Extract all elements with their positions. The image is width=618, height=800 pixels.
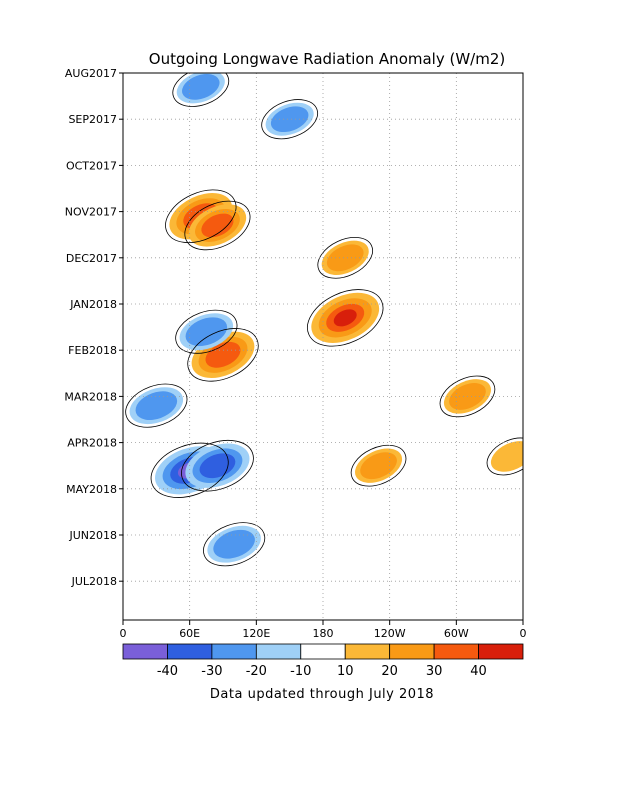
colorbar-label: 10 — [337, 664, 354, 679]
contour-line — [187, 328, 259, 382]
y-tick-label: JUL2018 — [71, 575, 117, 588]
x-tick-label: 0 — [520, 627, 527, 640]
contour-line — [184, 200, 251, 251]
x-tick-label: 180 — [313, 627, 334, 640]
contour-line — [172, 73, 230, 107]
y-tick-label: JUN2018 — [68, 529, 117, 542]
colorbar-swatch — [300, 643, 346, 660]
contour-line — [261, 99, 319, 140]
y-tick-label: OCT2017 — [66, 159, 117, 172]
colorbar-swatch — [433, 643, 479, 660]
y-tick-label: SEP2017 — [68, 113, 117, 126]
y-tick-label: NOV2017 — [65, 206, 117, 219]
colorbar-label: -10 — [290, 664, 311, 679]
anomaly-region — [182, 74, 220, 100]
contour-line — [125, 383, 188, 428]
colorbar-label: 30 — [426, 664, 443, 679]
colorbar-label: -20 — [246, 664, 267, 679]
y-axis: AUG2017 SEP2017 OCT2017 NOV2017 DEC2017 JAN20… — [64, 67, 123, 588]
chart-title: Outgoing Longwave Radiation Anomaly (W/m… — [149, 50, 505, 68]
contour-line — [307, 289, 384, 347]
colorbar-swatch — [167, 643, 213, 660]
contour-line — [486, 437, 523, 476]
y-tick-label: DEC2017 — [66, 252, 117, 265]
colorbar-swatch — [344, 643, 391, 660]
y-tick-label: APR2018 — [67, 437, 117, 450]
x-tick-label: 60E — [179, 627, 200, 640]
anomaly-region — [213, 529, 255, 559]
colorbar-label: 40 — [470, 664, 487, 679]
anomaly-region — [199, 453, 236, 479]
colorbar-label: -30 — [201, 664, 222, 679]
anomaly-region — [360, 452, 397, 480]
colorbar-swatch — [122, 643, 168, 660]
x-tick-label: 0 — [120, 627, 127, 640]
contour-line — [350, 444, 407, 487]
colorbar-swatch — [211, 643, 257, 660]
anomaly-region — [270, 106, 309, 133]
colorbar: -40 -30 -20 -10 10 20 30 40 — [122, 643, 524, 679]
anomaly-region — [326, 244, 364, 272]
y-tick-label: FEB2018 — [68, 344, 117, 357]
x-tick-label: 120W — [374, 627, 406, 640]
colorbar-swatch — [389, 643, 435, 660]
x-tick-label: 60W — [444, 627, 469, 640]
anomaly-region — [185, 317, 228, 347]
contour-line — [165, 189, 237, 243]
update-note: Data updated through July 2018 — [210, 687, 434, 702]
x-axis: 0 60E 120E 180 120W 60W 0 — [120, 620, 527, 640]
y-tick-label: JAN2018 — [69, 298, 117, 311]
colorbar-label: -40 — [157, 664, 178, 679]
grid-lines — [123, 73, 523, 620]
y-tick-label: MAR2018 — [64, 390, 117, 403]
anomaly-region — [201, 213, 234, 238]
colorbar-swatch — [478, 643, 524, 660]
contour-line — [181, 439, 254, 492]
anomaly-field — [129, 73, 523, 563]
y-tick-label: AUG2017 — [65, 67, 117, 80]
contour-line — [150, 442, 229, 498]
anomaly-region — [205, 341, 241, 368]
colorbar-swatch — [255, 643, 302, 660]
plot-area — [123, 73, 523, 620]
contour-line — [203, 522, 266, 567]
anomaly-region — [135, 391, 178, 420]
contour-line — [317, 236, 373, 279]
contour-lines — [125, 73, 523, 567]
x-tick-label: 120E — [242, 627, 270, 640]
y-tick-label: MAY2018 — [66, 483, 117, 496]
anomaly-region — [490, 441, 523, 472]
contour-line — [175, 309, 238, 354]
contour-line — [439, 375, 496, 418]
colorbar-label: 20 — [381, 664, 398, 679]
anomaly-region — [333, 309, 357, 327]
